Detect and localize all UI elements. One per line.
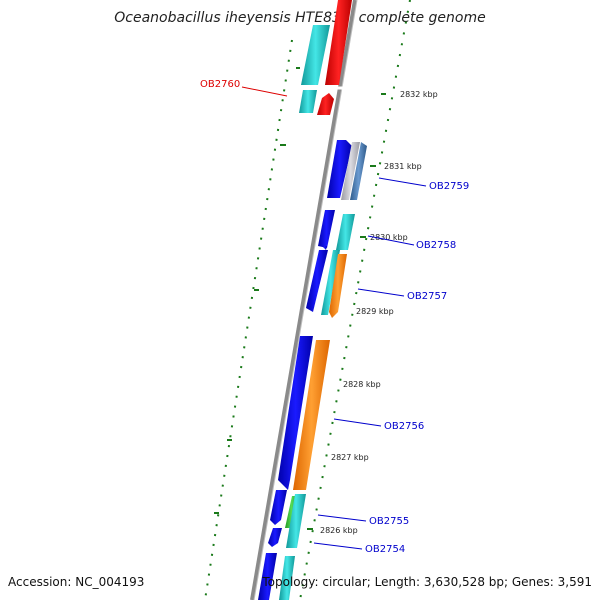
cds-feature xyxy=(350,142,367,200)
cds-feature xyxy=(279,556,295,600)
tick-label: 2829 kbp xyxy=(356,307,394,316)
gene-label[interactable]: OB2755 xyxy=(369,516,409,527)
tick-label: 2826 kbp xyxy=(320,526,358,535)
kbp-scale: 2832 kbp 2831 kbp 2830 kbp 2829 kbp 2828… xyxy=(307,90,438,535)
cds-feature xyxy=(327,140,352,198)
gene-label[interactable]: OB2757 xyxy=(407,291,447,302)
cds-feature xyxy=(322,246,327,250)
map-title: Oceanobacillus iheyensis HTE831, complet… xyxy=(114,10,486,26)
gene-label[interactable]: OB2758 xyxy=(416,240,456,251)
cds-feature xyxy=(278,336,313,490)
accession-label: Accession: NC_004193 xyxy=(8,575,145,589)
tick-label: 2828 kbp xyxy=(343,380,381,389)
tick-label: 2827 kbp xyxy=(331,453,369,462)
cds-feature xyxy=(268,528,282,547)
cds-feature xyxy=(301,25,330,85)
tick-label: 2831 kbp xyxy=(384,162,422,171)
reverse-strand-genes xyxy=(258,25,352,600)
backbone xyxy=(250,0,358,600)
gene-label[interactable]: OB2759 xyxy=(429,181,469,192)
cds-feature xyxy=(293,340,330,490)
cds-feature xyxy=(299,90,317,113)
cds-feature xyxy=(306,250,328,312)
forward-strand-genes xyxy=(279,0,367,600)
cds-feature xyxy=(321,250,340,315)
tick-label: 2832 kbp xyxy=(400,90,438,99)
cds-feature xyxy=(318,210,335,248)
gene-label[interactable]: OB2754 xyxy=(365,544,405,555)
cds-feature xyxy=(286,494,306,548)
cds-feature xyxy=(325,0,352,85)
gc-skew-track xyxy=(204,0,411,600)
tick-label: 2830 kbp xyxy=(370,233,408,242)
gene-labels: OB2760 OB2759 OB2758 OB2757 OB2756 OB275… xyxy=(200,79,469,555)
cds-feature xyxy=(270,490,287,525)
cds-feature xyxy=(258,553,277,600)
cds-feature xyxy=(317,93,334,115)
gene-label[interactable]: OB2760 xyxy=(200,79,240,90)
topology-label: Topology: circular; Length: 3,630,528 bp… xyxy=(262,575,592,589)
cds-feature xyxy=(336,214,355,250)
cds-feature xyxy=(329,254,347,318)
cds-feature xyxy=(341,142,360,200)
gene-label[interactable]: OB2756 xyxy=(384,421,424,432)
